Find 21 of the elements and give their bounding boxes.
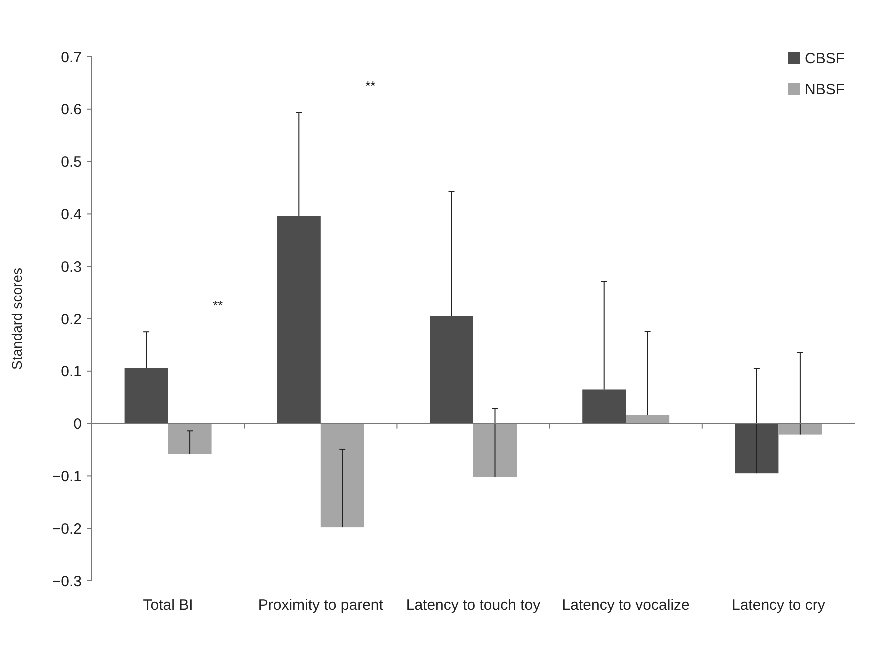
x-tick-label: Latency to touch toy [406,597,542,614]
y-tick-label: 0.6 [61,102,82,119]
y-tick-label: −0.3 [52,573,82,590]
legend-label: CBSF [805,50,846,68]
x-tick-label: Latency to cry [732,597,826,614]
y-tick-label: 0.3 [61,258,82,276]
y-axis-title: Standard scores [9,268,25,370]
y-tick-label: 0.4 [61,206,82,224]
x-tick-label: Proximity to parent [258,597,384,614]
y-tick-label: 0 [74,416,82,434]
y-tick-label: 0.7 [61,49,82,66]
y-tick-label: 0.1 [61,364,82,381]
y-tick-label: −0.2 [52,520,82,538]
x-tick-label: Latency to vocalize [562,597,690,614]
y-tick-label: 0.2 [61,311,82,328]
y-tick-label: −0.1 [52,468,82,486]
y-tick-label: 0.5 [61,154,82,172]
annotation: ** [212,298,224,314]
annotation: ** [366,78,376,94]
legend-label: NBSF [805,81,846,98]
x-tick-label: Total BI [143,597,194,614]
